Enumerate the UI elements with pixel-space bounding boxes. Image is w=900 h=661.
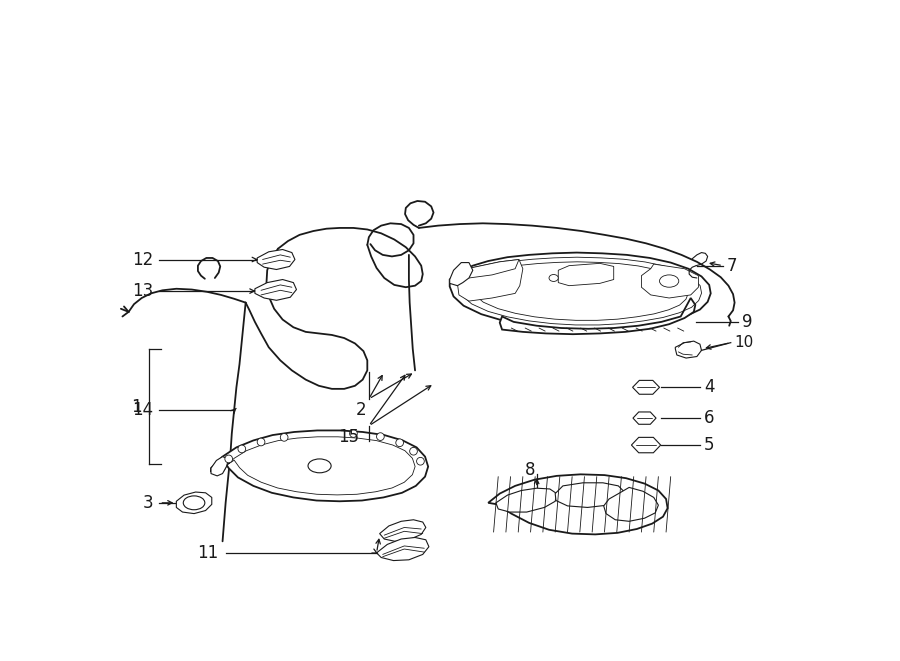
Ellipse shape	[660, 275, 679, 288]
Polygon shape	[380, 520, 426, 541]
Circle shape	[376, 433, 384, 440]
Polygon shape	[500, 298, 696, 334]
Polygon shape	[496, 488, 557, 512]
Polygon shape	[558, 263, 614, 286]
Circle shape	[410, 447, 418, 455]
Ellipse shape	[308, 459, 331, 473]
Text: 15: 15	[338, 428, 360, 446]
Polygon shape	[255, 280, 296, 300]
Text: 6: 6	[704, 409, 715, 427]
Circle shape	[349, 430, 357, 438]
Text: 11: 11	[197, 544, 219, 562]
Circle shape	[257, 438, 265, 446]
Polygon shape	[459, 260, 519, 278]
Text: 4: 4	[704, 378, 715, 397]
Polygon shape	[450, 253, 711, 330]
Circle shape	[238, 445, 246, 453]
Text: 12: 12	[132, 251, 153, 268]
Polygon shape	[211, 430, 428, 501]
Ellipse shape	[549, 274, 558, 282]
Circle shape	[396, 439, 403, 447]
Polygon shape	[457, 260, 523, 301]
Polygon shape	[633, 412, 656, 424]
Polygon shape	[211, 457, 229, 476]
Text: 1: 1	[131, 397, 141, 416]
Ellipse shape	[184, 496, 205, 510]
Text: 7: 7	[727, 256, 737, 275]
Polygon shape	[604, 487, 659, 522]
Polygon shape	[675, 341, 701, 358]
Text: 14: 14	[132, 401, 153, 420]
Polygon shape	[376, 537, 429, 561]
Circle shape	[417, 457, 424, 465]
Circle shape	[280, 434, 288, 442]
Text: 8: 8	[526, 461, 536, 479]
Text: 10: 10	[734, 335, 753, 350]
Polygon shape	[488, 475, 668, 534]
Text: 2: 2	[356, 401, 366, 420]
Polygon shape	[257, 249, 295, 270]
Polygon shape	[555, 483, 625, 508]
Circle shape	[225, 455, 232, 463]
Polygon shape	[642, 264, 698, 298]
Text: 5: 5	[704, 436, 715, 454]
Polygon shape	[632, 438, 661, 453]
Text: 13: 13	[132, 282, 153, 300]
Polygon shape	[176, 492, 212, 514]
Polygon shape	[633, 380, 660, 394]
Text: 9: 9	[742, 313, 752, 331]
Polygon shape	[450, 262, 472, 286]
Text: 3: 3	[142, 494, 153, 512]
